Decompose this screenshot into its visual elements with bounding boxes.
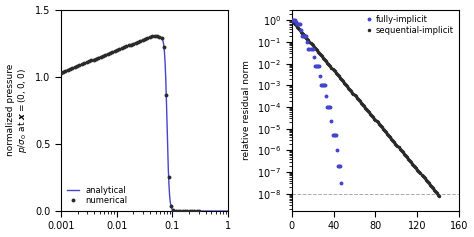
fully-implicit <box>307 47 312 50</box>
fully-implicit <box>314 64 319 67</box>
fully-implicit <box>337 164 343 167</box>
analytical <box>75 64 81 67</box>
fully-implicit <box>321 84 327 87</box>
sequential-implicit <box>382 130 388 132</box>
fully-implicit <box>299 34 305 37</box>
numerical <box>105 53 110 55</box>
fully-implicit <box>294 22 300 25</box>
fully-implicit <box>291 19 297 22</box>
fully-implicit <box>328 106 333 109</box>
fully-implicit <box>329 134 335 137</box>
fully-implicit <box>306 47 311 50</box>
Line: sequential-implicit: sequential-implicit <box>291 19 440 197</box>
fully-implicit <box>331 134 337 137</box>
sequential-implicit <box>420 174 426 177</box>
fully-implicit <box>328 120 334 123</box>
analytical <box>173 210 179 212</box>
sequential-implicit <box>437 194 442 197</box>
analytical <box>132 42 137 45</box>
analytical <box>126 44 131 47</box>
fully-implicit <box>315 64 321 67</box>
analytical <box>226 210 231 212</box>
sequential-implicit <box>385 133 391 136</box>
sequential-implicit <box>334 73 339 75</box>
Line: analytical: analytical <box>61 36 228 211</box>
Line: fully-implicit: fully-implicit <box>291 19 342 184</box>
fully-implicit <box>317 74 323 77</box>
fully-implicit <box>309 47 314 50</box>
fully-implicit <box>324 106 330 109</box>
fully-implicit <box>326 106 331 109</box>
fully-implicit <box>322 84 328 87</box>
fully-implicit <box>336 164 342 167</box>
analytical <box>189 210 194 212</box>
fully-implicit <box>333 134 338 137</box>
fully-implicit <box>289 19 294 22</box>
fully-implicit <box>302 34 308 37</box>
analytical <box>149 35 155 38</box>
fully-implicit <box>319 84 325 87</box>
fully-implicit <box>313 64 319 67</box>
fully-implicit <box>290 19 296 22</box>
fully-implicit <box>320 84 326 87</box>
fully-implicit <box>296 22 302 25</box>
fully-implicit <box>303 34 309 37</box>
numerical <box>149 35 155 38</box>
fully-implicit <box>334 149 339 152</box>
Y-axis label: normalized pressure
$p/\sigma_0$ at $\boldsymbol{x} = (0,0,0)$: normalized pressure $p/\sigma_0$ at $\bo… <box>6 64 29 156</box>
numerical <box>58 71 64 74</box>
fully-implicit <box>323 95 329 98</box>
fully-implicit <box>318 84 324 87</box>
numerical <box>98 55 103 58</box>
fully-implicit <box>298 28 304 31</box>
numerical <box>82 62 87 65</box>
numerical <box>102 53 108 56</box>
numerical <box>93 57 99 60</box>
fully-implicit <box>311 56 317 59</box>
fully-implicit <box>292 19 298 22</box>
sequential-implicit <box>289 19 294 22</box>
fully-implicit <box>310 47 315 50</box>
fully-implicit <box>301 34 307 37</box>
Legend: analytical, numerical: analytical, numerical <box>65 184 129 207</box>
fully-implicit <box>335 164 341 167</box>
fully-implicit <box>295 22 301 25</box>
analytical <box>58 71 64 74</box>
fully-implicit <box>304 41 310 43</box>
fully-implicit <box>301 34 306 37</box>
fully-implicit <box>332 134 337 137</box>
analytical <box>192 210 198 212</box>
fully-implicit <box>308 47 313 50</box>
sequential-implicit <box>360 104 366 106</box>
fully-implicit <box>338 182 344 184</box>
Line: numerical: numerical <box>59 35 201 212</box>
analytical <box>205 210 211 212</box>
fully-implicit <box>312 64 318 67</box>
fully-implicit <box>293 21 299 23</box>
sequential-implicit <box>366 111 372 114</box>
fully-implicit <box>316 64 322 67</box>
numerical <box>145 36 150 39</box>
fully-implicit <box>327 106 332 109</box>
numerical <box>196 210 202 212</box>
fully-implicit <box>297 22 303 25</box>
Legend: fully-implicit, sequential-implicit: fully-implicit, sequential-implicit <box>363 14 455 37</box>
Y-axis label: relative residual norm: relative residual norm <box>243 60 252 160</box>
